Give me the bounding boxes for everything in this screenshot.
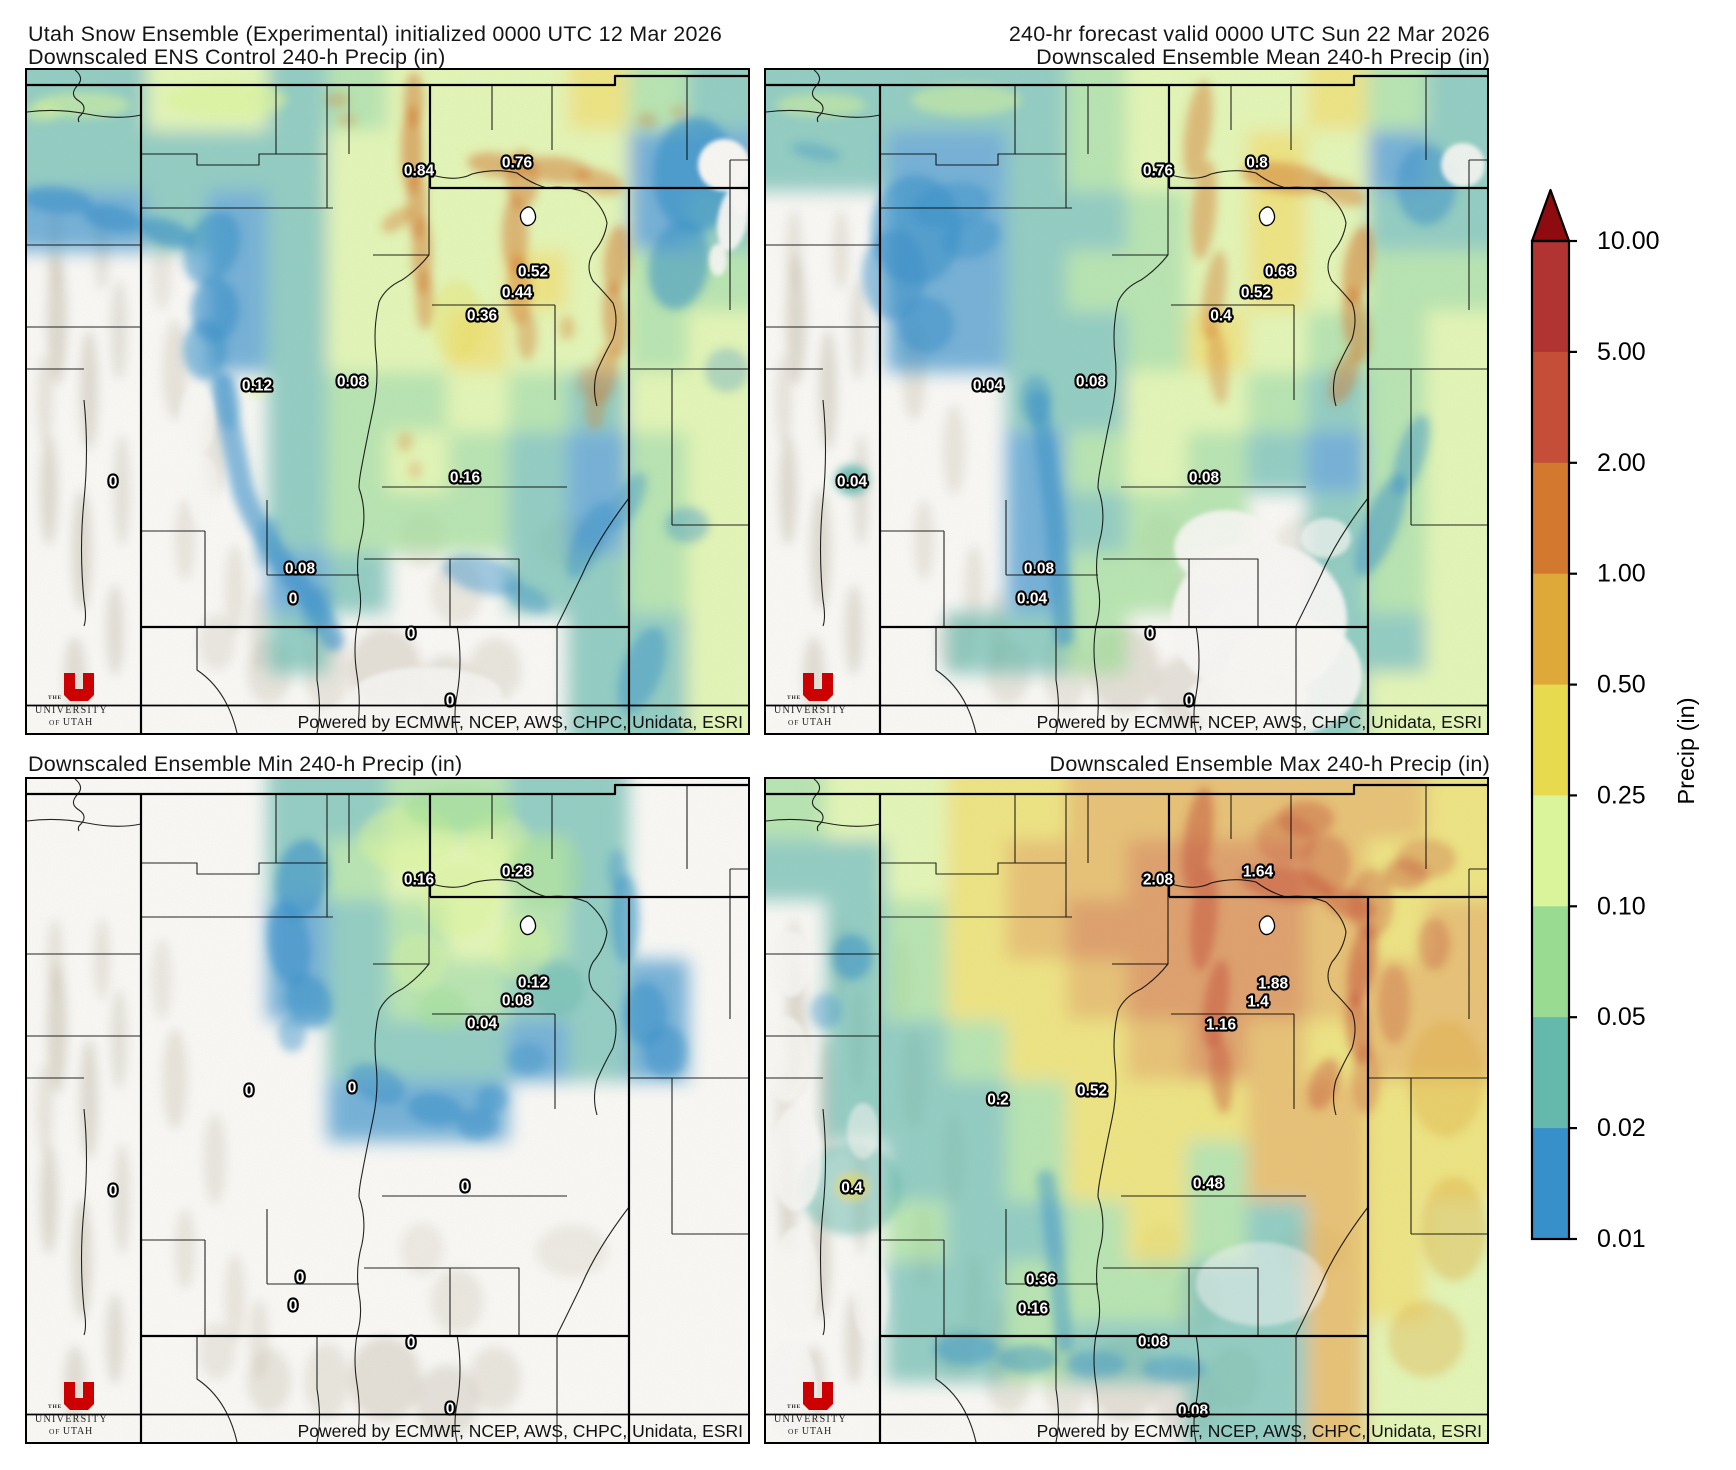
svg-text:0.16: 0.16 [1018,1301,1049,1318]
svg-text:1.00: 1.00 [1597,560,1646,588]
svg-text:0.05: 0.05 [1597,1003,1646,1031]
svg-text:0.08: 0.08 [1178,1403,1209,1420]
svg-text:0.50: 0.50 [1597,671,1646,699]
svg-text:0.02: 0.02 [1597,1114,1646,1142]
svg-text:0.25: 0.25 [1597,781,1646,809]
svg-text:0.36: 0.36 [467,308,498,325]
svg-text:0.04: 0.04 [467,1016,498,1033]
svg-text:0.08: 0.08 [337,374,368,391]
svg-text:0.08: 0.08 [502,993,533,1010]
svg-text:0.68: 0.68 [1265,264,1296,281]
svg-text:0: 0 [1185,693,1194,710]
svg-text:Powered by ECMWF, NCEP, AWS, C: Powered by ECMWF, NCEP, AWS, CHPC, Unida… [298,1421,743,1441]
svg-text:0.4: 0.4 [1210,308,1232,325]
svg-text:1.88: 1.88 [1258,976,1289,993]
svg-text:0.84: 0.84 [404,163,435,180]
svg-text:0.08: 0.08 [285,561,316,578]
svg-text:1.16: 1.16 [1206,1017,1237,1034]
svg-text:Precip (in): Precip (in) [1673,697,1699,804]
svg-text:2.00: 2.00 [1597,449,1646,477]
svg-text:0.44: 0.44 [502,285,533,302]
svg-text:0.10: 0.10 [1597,892,1646,920]
svg-text:0.01: 0.01 [1597,1225,1646,1253]
svg-text:Powered by ECMWF, NCEP, AWS, C: Powered by ECMWF, NCEP, AWS, CHPC, Unida… [298,712,743,732]
svg-text:0.36: 0.36 [1026,1272,1057,1289]
svg-text:1.64: 1.64 [1243,864,1274,881]
svg-text:0.12: 0.12 [242,378,272,395]
svg-text:0.2: 0.2 [987,1092,1009,1109]
svg-text:2.08: 2.08 [1143,872,1174,889]
svg-text:0.76: 0.76 [1143,163,1174,180]
svg-text:0.04: 0.04 [1017,591,1048,608]
svg-text:0: 0 [348,1080,357,1097]
svg-text:Powered by ECMWF, NCEP, AWS, C: Powered by ECMWF, NCEP, AWS, CHPC, Unida… [1037,1421,1482,1441]
svg-text:1.4: 1.4 [1247,994,1269,1011]
svg-text:0.12: 0.12 [518,975,548,992]
svg-text:0.48: 0.48 [1193,1176,1224,1193]
svg-text:0.52: 0.52 [1077,1083,1107,1100]
svg-text:0: 0 [109,474,118,491]
svg-text:0.8: 0.8 [1246,155,1268,172]
svg-text:0.16: 0.16 [404,872,435,889]
svg-text:0.52: 0.52 [518,264,548,281]
svg-text:0.04: 0.04 [973,378,1004,395]
svg-text:0: 0 [109,1183,118,1200]
svg-text:0: 0 [245,1083,254,1100]
svg-text:0.52: 0.52 [1241,285,1271,302]
svg-text:0.08: 0.08 [1076,374,1107,391]
svg-text:5.00: 5.00 [1597,338,1646,366]
svg-text:0.28: 0.28 [502,864,533,881]
svg-text:0: 0 [407,1335,416,1352]
svg-text:0.08: 0.08 [1138,1334,1169,1351]
svg-text:0: 0 [407,626,416,643]
svg-text:0.76: 0.76 [502,155,533,172]
svg-text:0.08: 0.08 [1024,561,1055,578]
svg-text:0: 0 [461,1179,470,1196]
svg-text:0: 0 [289,1298,298,1315]
svg-text:0: 0 [296,1270,305,1287]
svg-text:Powered by ECMWF, NCEP, AWS, C: Powered by ECMWF, NCEP, AWS, CHPC, Unida… [1037,712,1482,732]
svg-text:10.00: 10.00 [1597,227,1660,255]
svg-text:0: 0 [446,693,455,710]
svg-text:0.08: 0.08 [1189,470,1220,487]
svg-text:0.4: 0.4 [841,1180,863,1197]
svg-text:0: 0 [1146,626,1155,643]
svg-text:0.16: 0.16 [450,470,481,487]
svg-text:0: 0 [289,591,298,608]
svg-text:0.04: 0.04 [837,474,868,491]
